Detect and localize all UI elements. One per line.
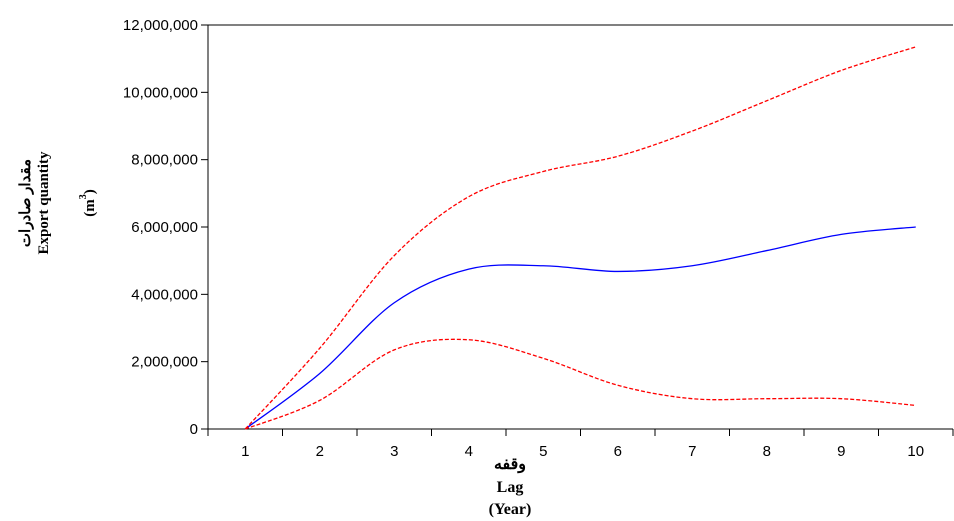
y-tick-label: 4,000,000	[131, 286, 198, 303]
x-tick-label: 1	[241, 443, 249, 460]
y-axis-label-unit-superscript: 3	[78, 194, 89, 199]
y-axis-label-english: Export quantity	[36, 151, 52, 254]
y-tick-label: 6,000,000	[131, 219, 198, 236]
x-axis-label-unit: (Year)	[489, 501, 532, 518]
x-tick-label: 3	[390, 443, 398, 460]
x-tick-label: 10	[907, 443, 924, 460]
series-layer	[244, 46, 916, 430]
x-tick-label: 9	[837, 443, 845, 460]
plot-frame	[207, 24, 953, 430]
y-tick-label: 8,000,000	[131, 152, 198, 169]
x-tick-label: 5	[539, 443, 547, 460]
x-axis-label: وقفه Lag (Year)	[489, 456, 532, 518]
x-tick-label: 8	[763, 443, 771, 460]
y-axis-label-unit: (m3)	[78, 189, 98, 217]
x-axis: 1 2 3 4 5 6 7 8 9 10	[207, 429, 954, 460]
series-impulse-response-line	[244, 226, 916, 430]
series-lower-band-line	[245, 338, 916, 430]
y-tick-label: 0	[190, 421, 198, 438]
y-axis-label: مقدار صادرات Export quantity (m3)	[18, 151, 98, 254]
x-axis-label-persian: وقفه	[494, 456, 526, 474]
x-axis-label-english: Lag	[497, 479, 524, 496]
x-tick-label: 4	[465, 443, 473, 460]
x-tick-label: 6	[614, 443, 622, 460]
y-axis-label-unit-open: (m	[82, 199, 98, 217]
y-tick-label: 2,000,000	[131, 354, 198, 371]
y-axis: 0 2,000,000 4,000,000 6,000,000 8,000,000 10,…	[123, 17, 208, 438]
series-upper-band-line	[244, 46, 916, 430]
y-axis-label-persian: مقدار صادرات	[18, 159, 34, 247]
x-tick-label: 7	[688, 443, 696, 460]
x-tick-label: 2	[316, 443, 324, 460]
y-tick-label: 12,000,000	[123, 17, 198, 34]
y-tick-label: 10,000,000	[123, 84, 198, 101]
y-axis-label-unit-close: )	[82, 189, 98, 194]
